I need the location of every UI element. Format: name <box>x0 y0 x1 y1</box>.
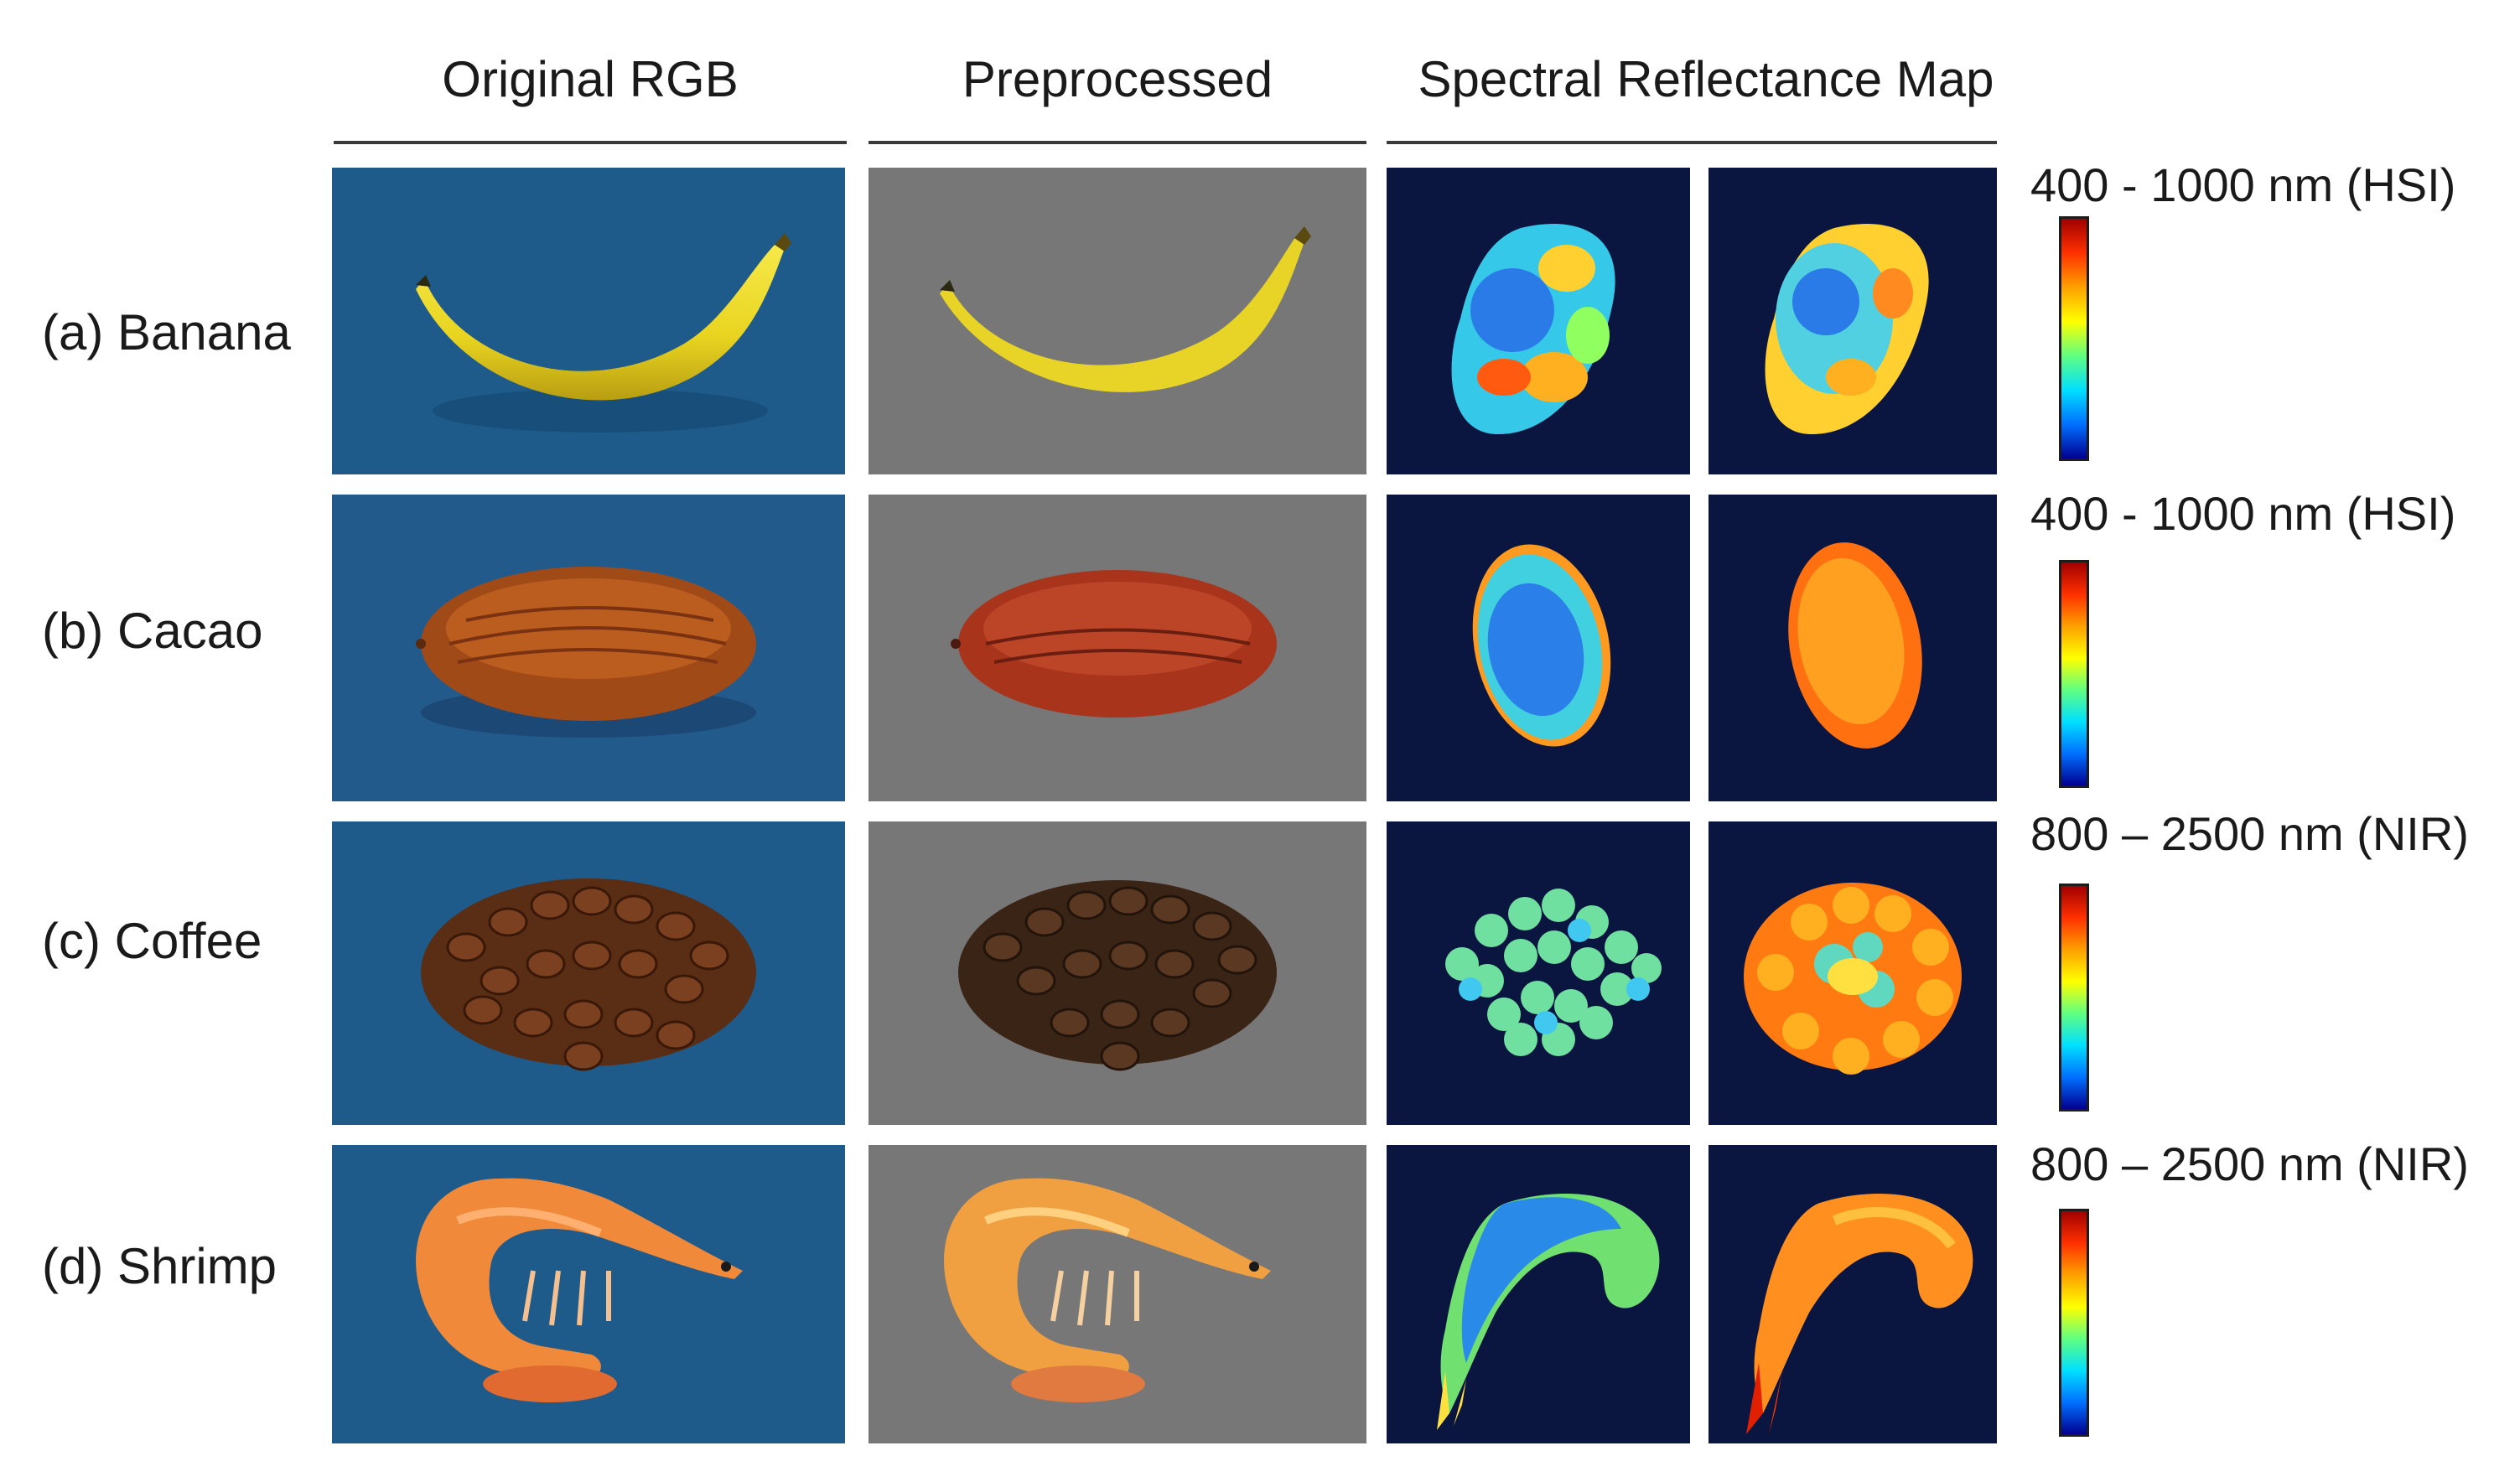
row-label-coffee: (c) Coffee <box>42 913 262 969</box>
cacao-spectral-map-2 <box>1709 495 1997 801</box>
cacao-preprocessed-image <box>869 495 1366 801</box>
banana-preprocessed-image <box>869 168 1366 474</box>
column-rule-preprocessed <box>869 141 1366 144</box>
row-label-shrimp: (d) Shrimp <box>42 1238 277 1294</box>
coffee-spectral-map-2 <box>1709 821 1997 1125</box>
colorbar-banana <box>2059 216 2089 461</box>
banana-spectral-map-2 <box>1709 168 1997 474</box>
banana-spectral-map-1 <box>1387 168 1690 474</box>
shrimp-spectral-map-2 <box>1709 1145 1997 1443</box>
column-rule-spectral <box>1387 141 1997 144</box>
range-label-banana: 400 - 1000 nm (HSI) <box>2030 158 2456 211</box>
range-label-coffee: 800 – 2500 nm (NIR) <box>2030 807 2469 860</box>
coffee-preprocessed-image <box>869 821 1366 1125</box>
shrimp-spectral-map-1 <box>1387 1145 1690 1443</box>
colorbar-cacao <box>2059 560 2089 788</box>
coffee-spectral-map-1 <box>1387 821 1690 1125</box>
row-label-banana: (a) Banana <box>42 304 291 360</box>
column-title-original-rgb: Original RGB <box>442 51 739 107</box>
row-label-cacao: (b) Cacao <box>42 603 263 659</box>
banana-original-rgb-image <box>332 168 845 474</box>
colorbar-coffee <box>2059 884 2089 1112</box>
column-rule-original-rgb <box>334 141 847 144</box>
range-label-shrimp: 800 – 2500 nm (NIR) <box>2030 1137 2469 1190</box>
coffee-original-rgb-image <box>332 821 845 1125</box>
column-title-spectral-reflectance-map: Spectral Reflectance Map <box>1418 51 1994 107</box>
cacao-original-rgb-image <box>332 495 845 801</box>
colorbar-shrimp <box>2059 1209 2089 1437</box>
cacao-spectral-map-1 <box>1387 495 1690 801</box>
shrimp-preprocessed-image <box>869 1145 1366 1443</box>
column-title-preprocessed: Preprocessed <box>962 51 1273 107</box>
shrimp-original-rgb-image <box>332 1145 845 1443</box>
range-label-cacao: 400 - 1000 nm (HSI) <box>2030 487 2456 540</box>
